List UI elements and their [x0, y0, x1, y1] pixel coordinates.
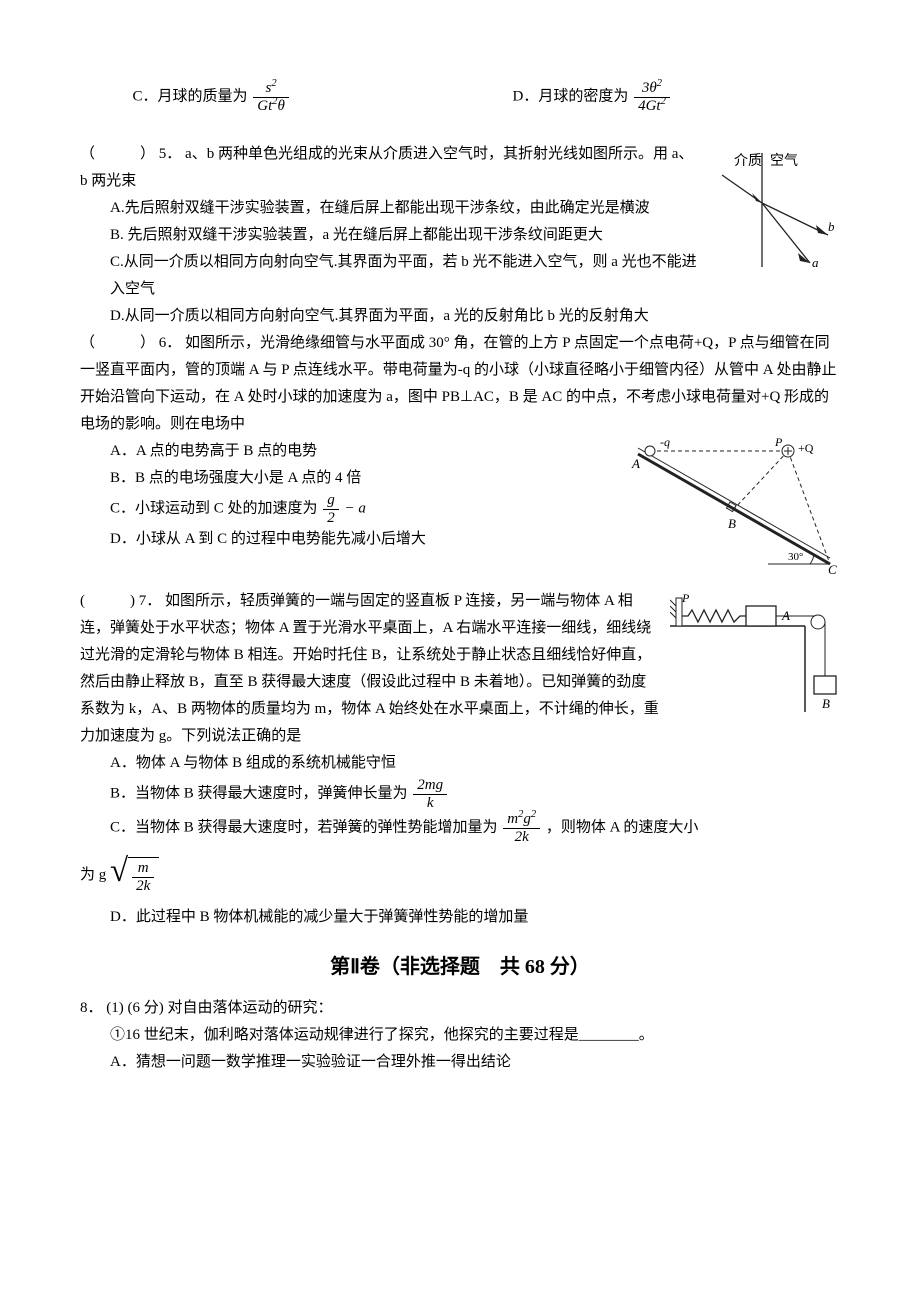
q7-figure: P A B: [670, 592, 840, 732]
q6-c-num: g: [323, 492, 339, 510]
q5-option-d: D.从同一介质以相同方向射向空气.其界面为平面，a 光的反射角比 b 光的反射角…: [80, 303, 840, 330]
question-8: 8． (1) (6 分) 对自由落体运动的研究： ①16 世纪末，伽利略对落体运…: [80, 995, 840, 1076]
fig-Q: +Q: [798, 441, 814, 455]
q4-c-frac: s2 Gt2θ: [253, 80, 289, 114]
q7-c-suffix: ，则物体 A 的速度大小: [546, 819, 699, 835]
fig-angle: 30°: [788, 551, 803, 563]
q6-figure: 30° -q P +Q A B C: [620, 434, 840, 584]
fig-b: b: [828, 219, 835, 234]
fig-label-medium: 介质: [734, 153, 762, 169]
q4-option-c: C．月球的质量为 s2 Gt2θ: [80, 80, 513, 114]
q5-paren: （ ）: [80, 146, 155, 162]
q4-option-d: D．月球的密度为 3θ2 4Gt2: [513, 80, 841, 114]
q7-b-prefix: B．当物体 B 获得最大速度时，弹簧伸长量为: [110, 785, 408, 801]
q7-option-a: A．物体 A 与物体 B 组成的系统机械能守恒: [80, 750, 840, 777]
q6-c-prefix: C．小球运动到 C 处的加速度为: [110, 500, 318, 516]
question-5: 介质 空气 b a （ ） 5． a、b 两种单色光组成的光束从介质进入空气时，…: [80, 141, 840, 330]
fig-label-air: 空气: [770, 153, 798, 169]
q7-c-num: m2g2: [503, 811, 540, 829]
q6-paren: （ ）: [80, 335, 155, 351]
q7-option-b: B．当物体 B 获得最大速度时，弹簧伸长量为 2mg k: [80, 777, 840, 811]
q4-c-num: s2: [253, 80, 289, 98]
question-7: P A B ( ) 7． 如图所示，轻质弹簧的一端与固定的竖直板 P 连接，另一…: [80, 588, 840, 931]
q8-option-a: A．猜想一问题一数学推理一实验验证一合理外推一得出结论: [80, 1049, 840, 1076]
q7-c-prefix: C．当物体 B 获得最大速度时，若弹簧的弹性势能增加量为: [110, 819, 498, 835]
fig-q: -q: [660, 435, 670, 449]
q7-b-frac: 2mg k: [413, 777, 447, 811]
question-6: （ ） 6． 如图所示，光滑绝缘细管与水平面成 30° 角，在管的上方 P 点固…: [80, 330, 840, 553]
q7-option-c-line2: 为 g √ m 2k: [80, 857, 840, 894]
q7-stem: 如图所示，轻质弹簧的一端与固定的竖直板 P 连接，另一端与物体 A 相连，弹簧处…: [80, 593, 659, 744]
q7-paren: ( ): [80, 593, 135, 609]
q6-c-den: 2: [323, 510, 339, 527]
q6-c-frac: g 2: [323, 492, 339, 526]
section-2-title: 第Ⅱ卷（非选择题 共 68 分）: [80, 949, 840, 985]
q7-b-num: 2mg: [413, 777, 447, 795]
fig-A: A: [631, 456, 640, 471]
q7-c-frac: m2g2 2k: [503, 811, 540, 845]
q7-c-sqrt: √ m 2k: [110, 857, 159, 894]
q4-d-frac: 3θ2 4Gt2: [634, 80, 670, 114]
q7-c-sqrt-den: 2k: [132, 878, 154, 895]
fig-a: a: [812, 255, 819, 270]
q4-c-prefix: C．月球的质量为: [133, 88, 248, 104]
q5-num: 5．: [159, 146, 182, 162]
q4-d-den: 4Gt2: [634, 98, 670, 115]
q7-c-den: 2k: [503, 829, 540, 846]
q8-part1-stem: 对自由落体运动的研究：: [168, 1000, 333, 1016]
q7-option-d: D．此过程中 B 物体机械能的减少量大于弹簧弹性势能的增加量: [80, 904, 840, 931]
q7-num: 7．: [139, 593, 162, 609]
fig-P: P: [681, 592, 690, 605]
q8-item1: ①16 世纪末，伽利略对落体运动规律进行了探究，他探究的主要过程是_______…: [80, 1022, 840, 1049]
q5-figure: 介质 空气 b a: [710, 145, 840, 285]
q7-c2-prefix: 为 g: [80, 867, 106, 883]
q8-part1-label: (1) (6 分): [106, 1000, 163, 1016]
q7-b-den: k: [413, 795, 447, 812]
q7-option-c-line1: C．当物体 B 获得最大速度时，若弹簧的弹性势能增加量为 m2g2 2k ，则物…: [80, 811, 840, 845]
q8-num: 8．: [80, 1000, 103, 1016]
q6-c-suffix: − a: [345, 500, 366, 516]
q6-stem: 如图所示，光滑绝缘细管与水平面成 30° 角，在管的上方 P 点固定一个点电荷+…: [80, 335, 837, 432]
fig-P: P: [774, 435, 783, 449]
fig-B: B: [728, 516, 736, 531]
q4-d-prefix: D．月球的密度为: [513, 88, 629, 104]
q4-c-den: Gt2θ: [253, 98, 289, 115]
q6-num: 6．: [159, 335, 182, 351]
fig-Blab: B: [822, 696, 830, 711]
fig-C: C: [828, 562, 837, 574]
q4-options-cd: C．月球的质量为 s2 Gt2θ D．月球的密度为 3θ2 4Gt2: [80, 80, 840, 114]
q7-c-sqrt-num: m: [132, 860, 154, 878]
